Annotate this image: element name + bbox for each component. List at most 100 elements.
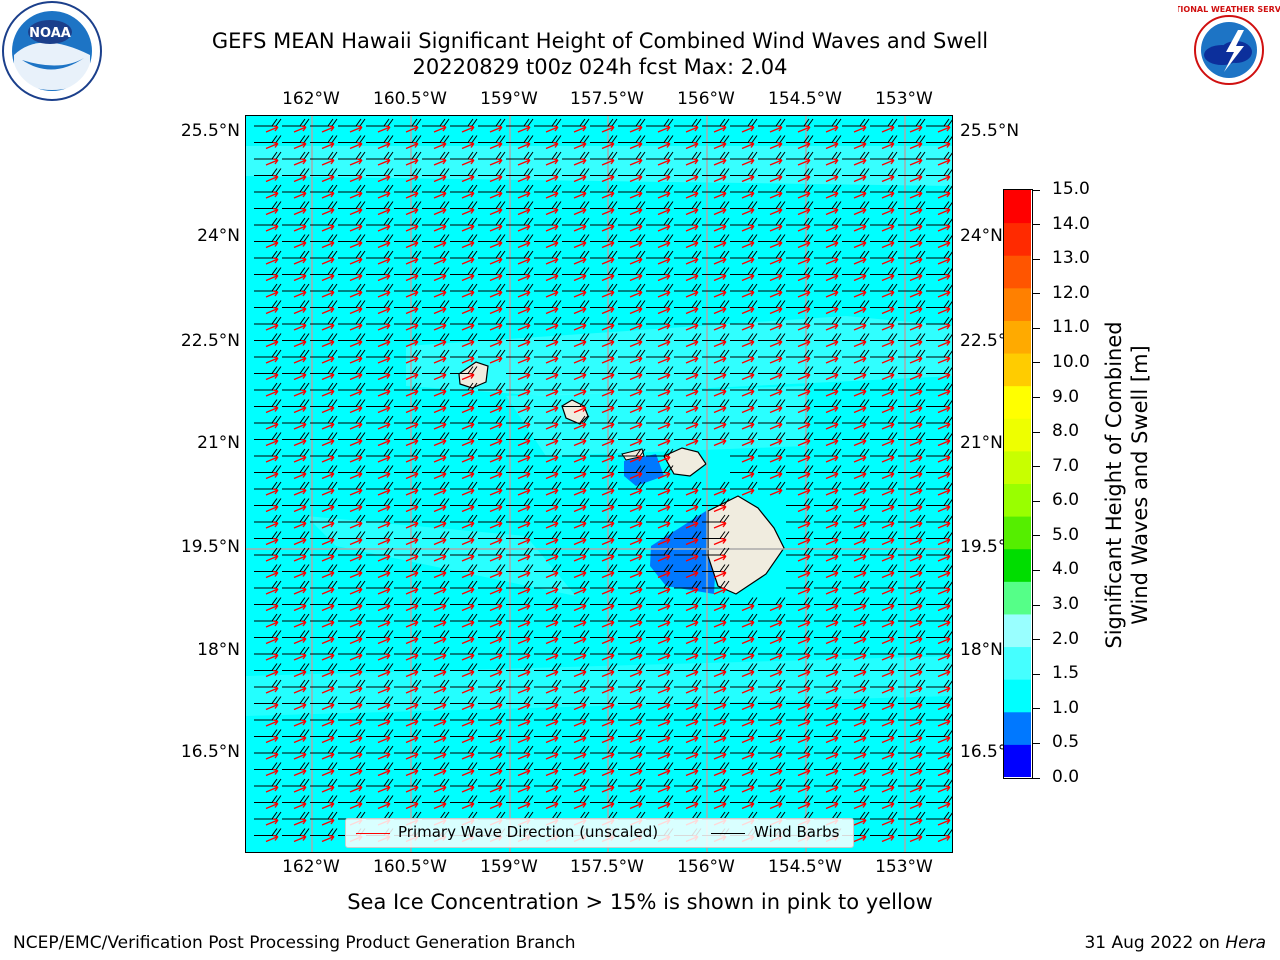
wind-barb [814, 168, 842, 176]
wave-arrow [713, 702, 727, 711]
colorbar-swatch [1004, 287, 1031, 321]
wave-arrow [517, 438, 531, 447]
wind-barb [478, 168, 506, 176]
wind-barb [646, 135, 674, 143]
wave-arrow [685, 290, 699, 298]
wind-barb [282, 531, 310, 539]
wind-barb [674, 234, 702, 242]
wave-arrow [517, 356, 531, 364]
wave-arrow [937, 471, 951, 480]
wind-barb [786, 415, 814, 424]
colorbar-tick-mark [1033, 397, 1040, 399]
wave-arrow [601, 702, 615, 711]
wind-barb [394, 696, 422, 704]
wind-barb [282, 217, 310, 226]
wind-barb [590, 778, 618, 787]
wind-barb [534, 729, 562, 737]
map-canvas [246, 116, 952, 852]
wave-arrow [321, 752, 335, 760]
wave-arrow [517, 339, 531, 348]
wave-arrow [601, 504, 615, 513]
wind-barb [870, 465, 898, 473]
wave-arrow [685, 191, 699, 199]
wave-arrow [321, 372, 335, 381]
wave-arrow [321, 554, 335, 562]
wave-arrow [685, 273, 699, 282]
wave-arrow [545, 669, 559, 678]
colorbar-swatch [1004, 548, 1031, 582]
wind-barb [310, 778, 338, 787]
wind-barb [926, 333, 952, 341]
wave-arrow [573, 719, 587, 727]
wave-arrow [601, 735, 615, 744]
wind-barb [786, 432, 814, 440]
wind-barb [730, 795, 758, 803]
wave-arrow [853, 191, 867, 199]
wave-arrow [461, 191, 475, 199]
wind-barb [282, 597, 310, 605]
wind-barb [842, 531, 870, 539]
wind-barb [814, 151, 842, 160]
wave-arrow [685, 405, 699, 414]
wave-arrow [265, 702, 279, 711]
wave-arrow [349, 686, 363, 694]
wave-arrow [881, 570, 895, 579]
wave-arrow [265, 554, 279, 562]
wave-arrow [937, 158, 951, 166]
wave-arrow [629, 636, 643, 645]
wind-barb [926, 135, 952, 143]
wind-barb [394, 448, 422, 457]
wave-arrow [517, 702, 531, 711]
wind-barb [534, 316, 562, 325]
wave-arrow [265, 801, 279, 810]
wind-barb [674, 712, 702, 721]
wind-barb [422, 151, 450, 160]
wind-barb [842, 498, 870, 506]
wave-arrow [517, 752, 531, 760]
wind-barb [674, 250, 702, 259]
wind-barb [338, 448, 366, 457]
wave-arrow [545, 554, 559, 562]
wind-barb [814, 663, 842, 671]
wind-barb [506, 597, 534, 605]
wave-arrow [685, 356, 699, 364]
wave-arrow [685, 603, 699, 612]
wind-barb [478, 432, 506, 440]
wind-barb [842, 432, 870, 440]
wind-barb [562, 481, 590, 490]
wind-barb [590, 481, 618, 490]
wind-barb [506, 267, 534, 275]
wave-arrow [769, 405, 783, 414]
wind-barb [282, 135, 310, 143]
wind-barb [842, 366, 870, 374]
wave-arrow [489, 471, 503, 480]
wind-barb [870, 366, 898, 374]
wave-arrow [517, 686, 531, 694]
wave-arrow [909, 125, 923, 133]
wind-barb [506, 564, 534, 572]
wave-arrow [601, 372, 615, 381]
wave-arrow [517, 323, 531, 331]
wave-arrow [937, 306, 951, 315]
wind-barb [898, 828, 926, 836]
wind-barb [590, 135, 618, 143]
wave-arrow [517, 537, 531, 546]
wave-arrow [797, 191, 811, 199]
wind-barb [898, 234, 926, 242]
wind-barb [450, 135, 478, 143]
wave-arrow [349, 735, 363, 744]
wave-arrow [545, 636, 559, 645]
wave-arrow [405, 554, 419, 562]
wind-barb [338, 118, 366, 127]
wind-barb [926, 168, 952, 176]
wave-arrow [265, 636, 279, 645]
wind-barb [842, 135, 870, 143]
wind-barb [758, 712, 786, 721]
wind-barb [366, 679, 394, 688]
wind-barb [254, 696, 282, 704]
wind-barb [338, 795, 366, 803]
wind-barb [338, 613, 366, 622]
wind-barb [842, 514, 870, 523]
wave-arrow [545, 620, 559, 628]
wind-barb [478, 217, 506, 226]
